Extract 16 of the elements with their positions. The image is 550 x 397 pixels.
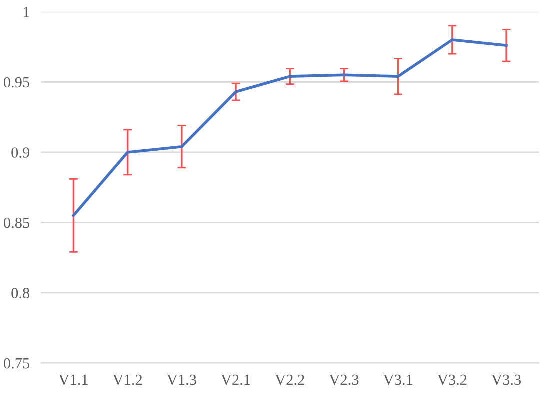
- x-tick-label: V2.1: [221, 374, 250, 386]
- x-tick-label: V3.3: [492, 374, 522, 386]
- x-tick-label: V3.2: [438, 374, 467, 386]
- x-tick-label: V2.2: [275, 374, 304, 386]
- x-tick-label: V1.1: [58, 374, 88, 386]
- y-tick-label: 0.95: [4, 77, 30, 88]
- y-tick-label: 0.9: [12, 148, 30, 158]
- y-tick-label: 0.8: [12, 288, 30, 299]
- line-series: [72, 38, 508, 218]
- x-tick-label: V3.1: [383, 374, 412, 386]
- x-tick-label: V2.3: [329, 374, 359, 386]
- y-tick-label: 1: [24, 7, 30, 18]
- y-tick-label: 0.85: [4, 218, 30, 228]
- x-tick-label: V1.2: [112, 374, 142, 386]
- y-tick-label: 0.75: [4, 358, 30, 369]
- x-tick-label: V1.3: [167, 374, 196, 386]
